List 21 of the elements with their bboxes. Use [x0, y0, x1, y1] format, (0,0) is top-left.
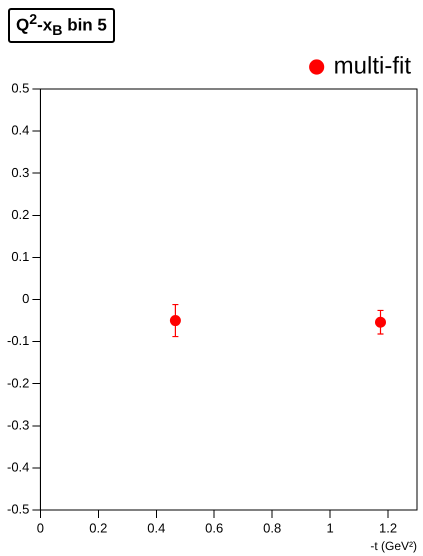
- x-tick-label: 1: [326, 520, 334, 536]
- y-tick-label: -0.1: [6, 333, 30, 348]
- y-tick-label: 0.2: [11, 206, 30, 222]
- y-tick-label: -0.4: [6, 459, 30, 474]
- y-tick-label: -0.2: [6, 375, 30, 390]
- x-axis-title: -t (GeV²): [370, 539, 417, 554]
- y-tick-label: -0.5: [6, 502, 30, 517]
- y-tick-label: 0.1: [11, 248, 30, 264]
- x-tick-label: 0: [36, 520, 44, 536]
- x-tick-label: 0.6: [205, 520, 224, 536]
- y-tick-label: -0.3: [6, 417, 30, 432]
- x-tick-label: 0.8: [263, 520, 282, 536]
- y-tick-label: 0.4: [11, 122, 30, 138]
- x-tick-label: 1.2: [378, 520, 398, 536]
- legend-label: multi-fit: [334, 52, 412, 80]
- y-tick-label: 0.5: [11, 80, 30, 96]
- x-tick-label: 0.2: [89, 520, 108, 536]
- y-tick-label: 0: [22, 291, 30, 306]
- y-tick-label: 0.3: [11, 164, 30, 180]
- x-tick-label: 0.4: [147, 520, 166, 536]
- chart-title: Q$^{2}$-x$_{B}$ bin 5: [8, 8, 115, 44]
